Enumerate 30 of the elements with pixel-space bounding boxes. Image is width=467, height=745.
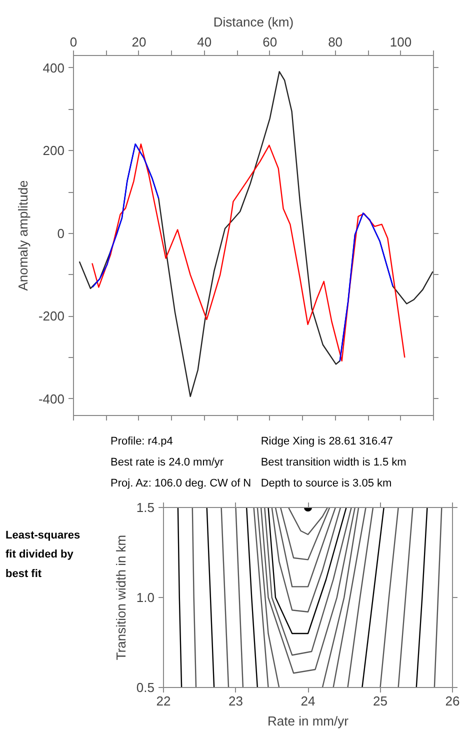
x-tick-label: 40 (197, 34, 212, 50)
text: Profile: r4.p4 (110, 436, 173, 448)
y-axis-title: Anomaly amplitude (15, 180, 30, 291)
x-tick-label: 26 (445, 694, 460, 708)
x-tick-label: 24 (300, 694, 316, 708)
text: Ridge Xing is 28.61 316.47 (260, 436, 393, 448)
x-axis-title: Rate in mm/yr (268, 714, 350, 728)
y-tick-label: 0.5 (136, 680, 155, 695)
text: Proj. Az: 106.0 deg. CW of N (110, 478, 252, 490)
y-tick-label: 400 (42, 60, 65, 76)
x-tick-label: 0 (70, 34, 78, 50)
text: Best rate is 24.0 mm/yr (110, 456, 224, 468)
y-tick-label: 0 (57, 226, 65, 241)
y-tick-label: 1.0 (136, 590, 155, 605)
text: Best transition width is 1.5 km (260, 456, 406, 468)
x-tick-label: 23 (228, 694, 243, 708)
y-axis-title: Transition width in km (113, 534, 128, 660)
x-tick-label: 22 (156, 694, 171, 708)
x-axis-title: Distance (km) (213, 14, 294, 30)
y-tick-label: 1.5 (136, 500, 155, 515)
x-tick-label: 100 (390, 34, 412, 50)
x-tick-label: 60 (262, 34, 278, 50)
y-tick-label: -200 (38, 308, 65, 324)
y-tick-label: -400 (38, 391, 65, 406)
y-tick-label: 200 (42, 143, 65, 158)
text: Depth to source is 3.05 km (260, 478, 392, 490)
x-tick-label: 20 (132, 34, 146, 50)
text: Least-squares fit divided by best fit (6, 530, 80, 580)
x-tick-label: 80 (328, 34, 343, 50)
x-tick-label: 25 (373, 694, 388, 708)
